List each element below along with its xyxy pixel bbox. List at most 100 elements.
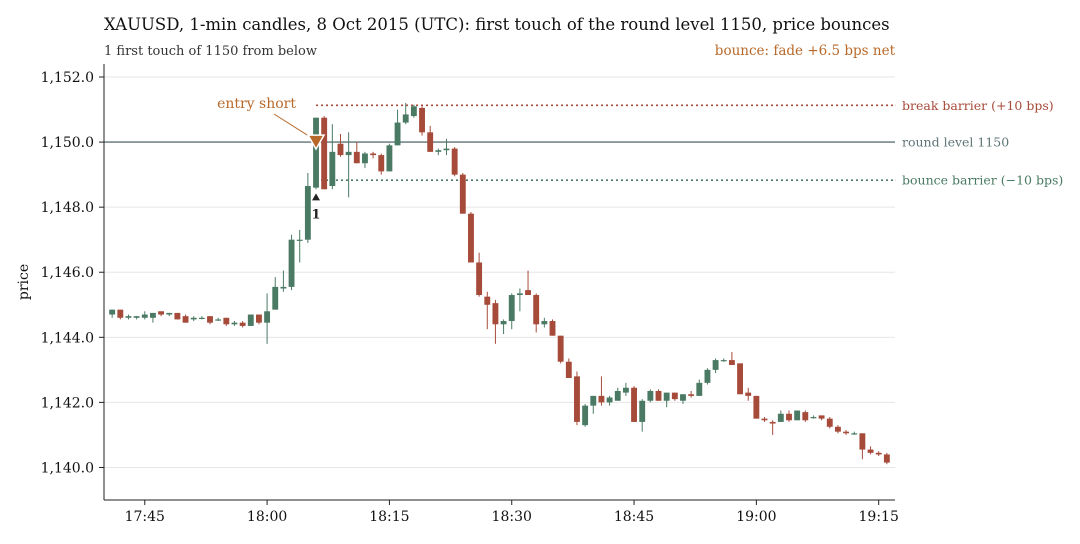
candle-body [557, 335, 564, 362]
y-tick-label: 1,146.0 [41, 265, 94, 281]
candle-body [435, 150, 442, 152]
entry-short-marker [306, 134, 326, 151]
candle-body [476, 262, 483, 296]
candle-body [109, 309, 116, 315]
first-touch-number: 1 [311, 207, 320, 222]
candle-body [680, 394, 686, 401]
candle-body [720, 360, 727, 362]
candle-body [182, 316, 189, 323]
chart-subtitle-right: bounce: fade +6.5 bps net [715, 43, 896, 59]
candle-body [541, 321, 548, 325]
candle-body [296, 239, 303, 241]
candle-body [443, 148, 450, 151]
candle-body [394, 122, 401, 146]
candle-body [834, 426, 841, 432]
candle-body [704, 369, 711, 383]
candle-body [606, 397, 613, 403]
candle-body [345, 151, 352, 156]
candle-body [851, 433, 858, 435]
y-tick-label: 1,144.0 [41, 330, 94, 346]
candle-body [133, 316, 140, 318]
candle-body [794, 410, 801, 421]
x-tick-label: 17:45 [125, 509, 165, 525]
candle-body [671, 392, 678, 400]
candle-body [166, 312, 173, 315]
candle-body [386, 145, 393, 172]
y-tick-label: 1,142.0 [41, 395, 94, 411]
candle-body [663, 392, 670, 401]
candle-body [280, 286, 287, 289]
candle-body [859, 433, 866, 450]
candle-body [728, 360, 735, 365]
candle-body [622, 387, 629, 393]
candle-body [272, 286, 279, 310]
candle-body [313, 117, 319, 188]
candle-body [362, 153, 368, 164]
chart-subtitle-left: 1 first touch of 1150 from below [104, 44, 317, 59]
candle-body [508, 295, 515, 322]
candle-body [410, 106, 417, 117]
candle-body [696, 382, 703, 396]
candle-body [655, 391, 662, 401]
candle-body [223, 317, 230, 325]
x-tick-label: 19:00 [736, 509, 776, 525]
candle-body [329, 151, 336, 187]
x-tick-label: 18:30 [492, 509, 532, 525]
candle-body [468, 213, 474, 263]
candle-body [492, 303, 499, 325]
candle-body [777, 413, 784, 422]
entry-short-label: entry short [217, 96, 296, 112]
candle-body [158, 311, 165, 315]
level-label-1: break barrier (+10 bps) [902, 98, 1054, 113]
candle-body [761, 418, 768, 421]
level-layer: break barrier (+10 bps) round level 1150 b… [104, 98, 1063, 188]
candle-body [370, 153, 377, 156]
candle-body [639, 400, 646, 422]
y-axis-label: price [16, 264, 32, 300]
x-tick-label: 19:15 [859, 509, 899, 525]
candle-body [353, 151, 360, 164]
candle-body [574, 376, 580, 422]
candle-body [337, 143, 344, 156]
candle-body [614, 391, 621, 401]
level-label-2: round level 1150 [902, 135, 1009, 150]
candle-body [745, 392, 752, 396]
candle-body [378, 155, 385, 172]
grid-layer [104, 76, 895, 468]
candle-body [818, 415, 825, 419]
candle-body [647, 391, 654, 401]
candle-body [875, 452, 882, 455]
level-label-3: bounce barrier (−10 bps) [902, 173, 1063, 188]
candle-body [256, 314, 262, 323]
y-tick-label: 1,148.0 [41, 200, 94, 216]
x-tick-label: 18:45 [614, 509, 654, 525]
candle-body [451, 148, 458, 175]
candle-body [516, 293, 523, 296]
candle-body [419, 107, 425, 133]
candle-body [590, 395, 597, 406]
candle-body [484, 296, 491, 305]
candle-body [239, 322, 246, 326]
candle-body [125, 316, 132, 318]
entry-short-arrow [273, 113, 313, 139]
candle-body [582, 405, 589, 426]
candle-body [231, 322, 238, 325]
candle-body [525, 290, 531, 296]
candle-body [786, 413, 792, 421]
y-tick-label: 1,140.0 [41, 460, 94, 476]
first-touch-marker [312, 193, 321, 201]
candle-body [631, 387, 637, 422]
candle-body [264, 311, 271, 323]
candle-body [737, 363, 743, 395]
candle-body [198, 317, 205, 319]
candle-body [500, 321, 507, 325]
candle-body [810, 417, 817, 419]
candle-body [843, 431, 850, 434]
y-tick-label: 1,152.0 [41, 70, 94, 86]
candle-body [427, 132, 434, 152]
x-tick-label: 18:00 [247, 509, 287, 525]
candle-layer [109, 103, 890, 465]
candle-body [769, 421, 776, 424]
candle-body [802, 412, 809, 421]
